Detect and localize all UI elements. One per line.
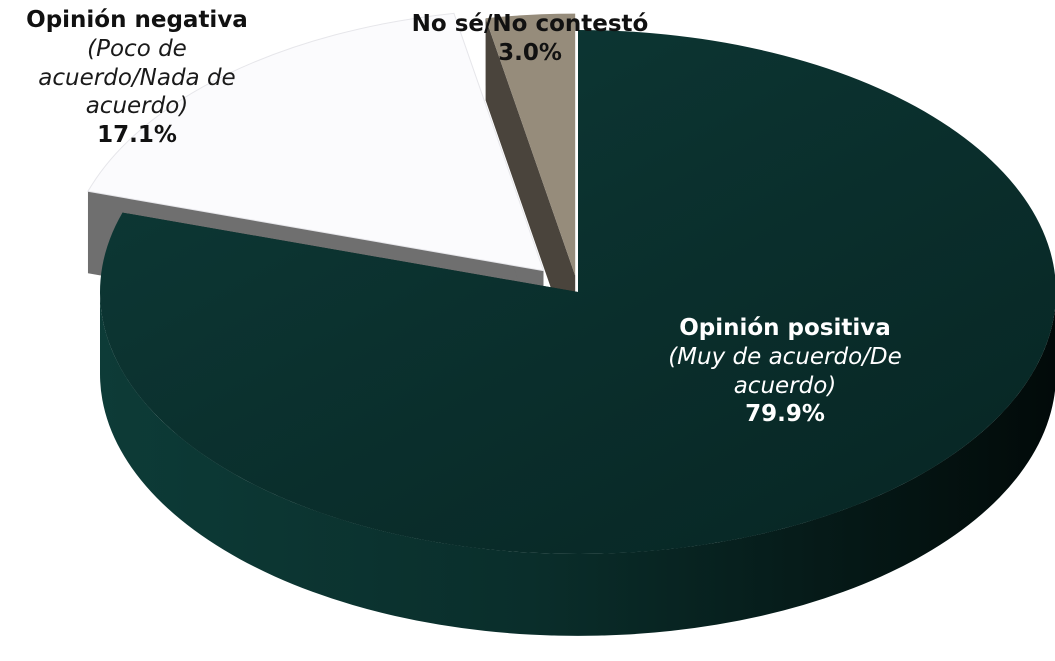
slice-positive-top [100,30,1055,554]
slice-label-positive-title: Opinión positiva [679,315,891,341]
slice-negative-top [87,12,545,272]
slice-label-no-answer-title: No sé/No contestó [411,11,649,37]
slice-label-negative-subtitle: (Poco de acuerdo/Nada de acuerdo) [38,35,236,120]
slice-no-answer [485,13,576,358]
slice-label-negative-value: 17.1% [97,122,177,148]
slice-label-negative-title: Opinión negativa [26,7,248,33]
slice-label-positive-subtitle: (Muy de acuerdo/De acuerdo) [668,343,902,399]
slice-no-answer-top [485,13,576,276]
slice-label-positive: Opinión positiva (Muy de acuerdo/De acue… [620,314,950,429]
slice-label-no-answer-value: 3.0% [498,39,562,66]
slice-no-answer-wall-start [485,18,576,358]
slice-label-negative: Opinión negativa (Poco de acuerdo/Nada d… [12,6,262,150]
slice-label-positive-value: 79.9% [745,401,825,428]
slice-positive [100,30,1055,636]
slice-label-no-answer: No sé/No contestó 3.0% [395,10,665,68]
slice-positive-rim [100,292,1055,636]
